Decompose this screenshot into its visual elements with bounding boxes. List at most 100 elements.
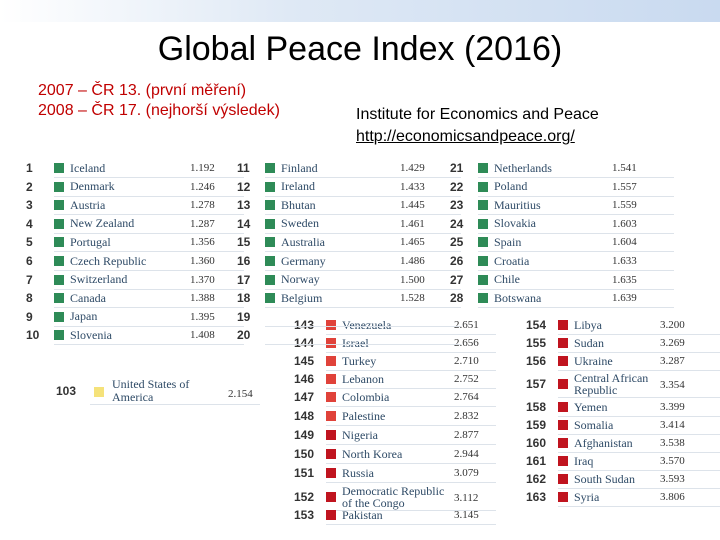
peace-level-swatch <box>54 237 64 248</box>
peace-level-swatch <box>265 256 275 266</box>
header-band <box>0 0 720 22</box>
peace-level-swatch <box>478 256 488 266</box>
rank: 14 <box>237 216 251 231</box>
country-name: Chile <box>494 272 520 287</box>
peace-score: 3.570 <box>660 455 685 467</box>
peace-score: 3.806 <box>660 491 685 503</box>
country-name: Slovenia <box>70 327 112 342</box>
row-divider <box>265 177 461 178</box>
row-divider <box>558 506 720 507</box>
note-2008: 2008 – ČR 17. (nejhorší výsledek) <box>38 102 280 119</box>
rank: 163 <box>526 490 547 504</box>
rank: 161 <box>526 454 547 468</box>
row-divider <box>54 288 244 290</box>
country-name: Turkey <box>342 353 377 368</box>
rank: 4 <box>26 216 33 231</box>
rank: 23 <box>450 198 464 213</box>
country-name: Slovakia <box>494 216 536 231</box>
row-divider <box>54 270 244 271</box>
peace-score: 1.604 <box>612 236 637 249</box>
rank: 146 <box>294 372 315 386</box>
row-divider <box>326 352 496 353</box>
peace-score: 1.465 <box>400 236 425 249</box>
rank: 27 <box>450 272 464 287</box>
ranking-row: 2 Denmark <box>26 179 115 195</box>
ranking-row: 150 North Korea <box>294 446 402 462</box>
ranking-row: 25 Spain <box>450 234 521 250</box>
row-divider <box>326 444 496 445</box>
source-link[interactable]: http://economicsandpeace.org/ <box>356 128 575 145</box>
country-name: South Sudan <box>574 471 636 486</box>
peace-score: 1.429 <box>400 162 425 174</box>
country-name: Austria <box>70 197 106 212</box>
peace-score: 1.557 <box>612 180 637 193</box>
peace-score: 1.388 <box>190 292 215 305</box>
row-divider <box>265 195 461 197</box>
row-divider <box>326 370 496 371</box>
row-divider <box>558 334 720 335</box>
ranking-row: 154 Libya <box>526 317 602 333</box>
country-name: Sudan <box>574 335 604 350</box>
row-divider <box>478 195 674 197</box>
peace-level-swatch <box>558 402 568 412</box>
ranking-row: 14 Sweden <box>237 216 319 232</box>
country-name: Democratic Republic of the Congo <box>342 484 445 510</box>
row-divider <box>558 488 720 489</box>
peace-level-swatch <box>94 387 104 397</box>
country-name: Botswana <box>494 290 542 305</box>
peace-score: 2.710 <box>454 355 479 367</box>
peace-level-swatch <box>54 163 64 173</box>
row-divider <box>326 463 496 464</box>
country-name: Venezuela <box>342 317 392 332</box>
peace-score: 2.651 <box>454 319 479 331</box>
peace-level-swatch <box>326 510 336 520</box>
country-name: Iraq <box>574 453 594 468</box>
peace-score: 1.395 <box>190 310 215 323</box>
country-name: Somalia <box>574 417 614 432</box>
rank: 1 <box>26 161 33 175</box>
rank: 26 <box>450 254 464 268</box>
row-divider <box>558 397 720 398</box>
row-divider <box>326 425 496 426</box>
ranking-row: 152 Democratic Republic of the Congo <box>294 484 452 510</box>
row-divider <box>265 288 461 290</box>
peace-level-swatch <box>54 311 64 322</box>
peace-level-swatch <box>558 338 568 348</box>
row-divider <box>265 270 461 271</box>
country-name: Central African Republic <box>574 371 649 397</box>
rank: 3 <box>26 198 33 213</box>
peace-score: 2.944 <box>454 448 479 460</box>
row-divider <box>558 470 720 471</box>
peace-score: 3.079 <box>454 467 479 479</box>
country-name: Norway <box>281 272 320 287</box>
ranking-row: 26 Croatia <box>450 253 529 269</box>
country-name: Croatia <box>494 253 530 268</box>
peace-score: 1.461 <box>400 217 425 230</box>
ranking-row: 157 Central African Republic <box>526 371 684 397</box>
row-divider <box>54 214 244 216</box>
country-name: Poland <box>494 179 528 194</box>
ranking-row: 146 Lebanon <box>294 371 384 387</box>
ranking-row: 145 Turkey <box>294 353 376 369</box>
ranking-row: 4 New Zealand <box>26 216 134 232</box>
row-divider <box>265 232 461 234</box>
peace-level-swatch <box>478 274 488 285</box>
rank: 149 <box>294 428 315 442</box>
ranking-row: 5 Portugal <box>26 234 111 250</box>
country-name: Netherlands <box>494 160 552 175</box>
rank: 103 <box>56 384 77 398</box>
peace-level-swatch <box>478 181 488 192</box>
country-name: New Zealand <box>70 216 135 231</box>
peace-level-swatch <box>558 456 568 466</box>
row-divider <box>478 288 674 290</box>
peace-score: 1.356 <box>190 236 215 249</box>
country-name: Lebanon <box>342 371 384 386</box>
peace-score: 1.287 <box>190 217 215 230</box>
ranking-row: 22 Poland <box>450 179 527 195</box>
rank: 143 <box>294 318 326 332</box>
peace-score: 1.486 <box>400 255 425 267</box>
rank: 152 <box>294 490 315 504</box>
row-divider <box>54 232 244 234</box>
country-name: Finland <box>281 160 318 175</box>
peace-score: 1.639 <box>612 292 637 305</box>
